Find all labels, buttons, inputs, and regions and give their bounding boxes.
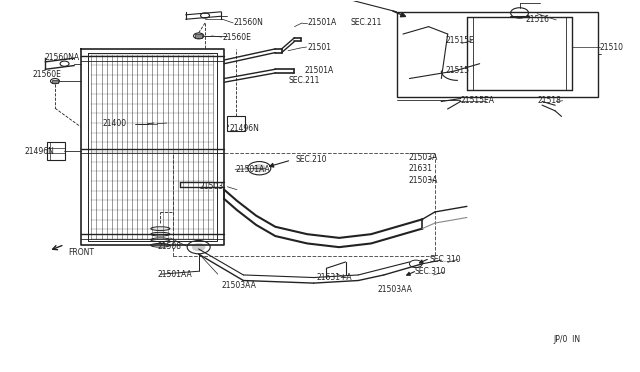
Text: 21501AA: 21501AA bbox=[236, 165, 271, 174]
Text: 21501AA: 21501AA bbox=[157, 270, 192, 279]
Text: SEC.310: SEC.310 bbox=[415, 267, 446, 276]
Text: 21515EA: 21515EA bbox=[461, 96, 495, 105]
Text: 21503AA: 21503AA bbox=[378, 285, 412, 294]
Polygon shape bbox=[52, 80, 58, 83]
Text: JP/0  IN: JP/0 IN bbox=[553, 335, 580, 344]
Text: 21631+A: 21631+A bbox=[317, 273, 353, 282]
Polygon shape bbox=[195, 34, 202, 38]
Text: 21501A: 21501A bbox=[304, 66, 333, 75]
Text: 21503AA: 21503AA bbox=[221, 281, 256, 290]
Text: SEC.211: SEC.211 bbox=[289, 76, 320, 85]
Text: FRONT: FRONT bbox=[68, 248, 94, 257]
Text: 21515: 21515 bbox=[446, 66, 470, 75]
Text: SEC.310: SEC.310 bbox=[430, 255, 461, 264]
Text: 21510: 21510 bbox=[600, 42, 624, 51]
Text: 21560NA: 21560NA bbox=[44, 52, 79, 61]
Text: 21503A: 21503A bbox=[408, 153, 438, 161]
Text: 21516: 21516 bbox=[525, 16, 550, 25]
Text: 21508: 21508 bbox=[157, 241, 181, 250]
Text: SEC.211: SEC.211 bbox=[350, 18, 381, 27]
Text: 21503: 21503 bbox=[200, 182, 224, 191]
Text: 21501A: 21501A bbox=[307, 19, 337, 28]
Circle shape bbox=[192, 243, 205, 251]
Text: 21515E: 21515E bbox=[446, 36, 474, 45]
Circle shape bbox=[253, 164, 266, 172]
Text: 21496N: 21496N bbox=[229, 124, 259, 133]
Text: 21496N: 21496N bbox=[25, 147, 55, 156]
Text: SEC.210: SEC.210 bbox=[295, 155, 326, 164]
Text: 21560E: 21560E bbox=[33, 70, 61, 78]
Text: 21631: 21631 bbox=[408, 164, 432, 173]
Text: 21560N: 21560N bbox=[234, 19, 264, 28]
Text: 21560E: 21560E bbox=[222, 32, 251, 42]
Text: 21501: 21501 bbox=[307, 42, 332, 51]
Text: 21400: 21400 bbox=[103, 119, 127, 128]
Text: 21518: 21518 bbox=[537, 96, 561, 105]
Text: 21503A: 21503A bbox=[408, 176, 438, 185]
